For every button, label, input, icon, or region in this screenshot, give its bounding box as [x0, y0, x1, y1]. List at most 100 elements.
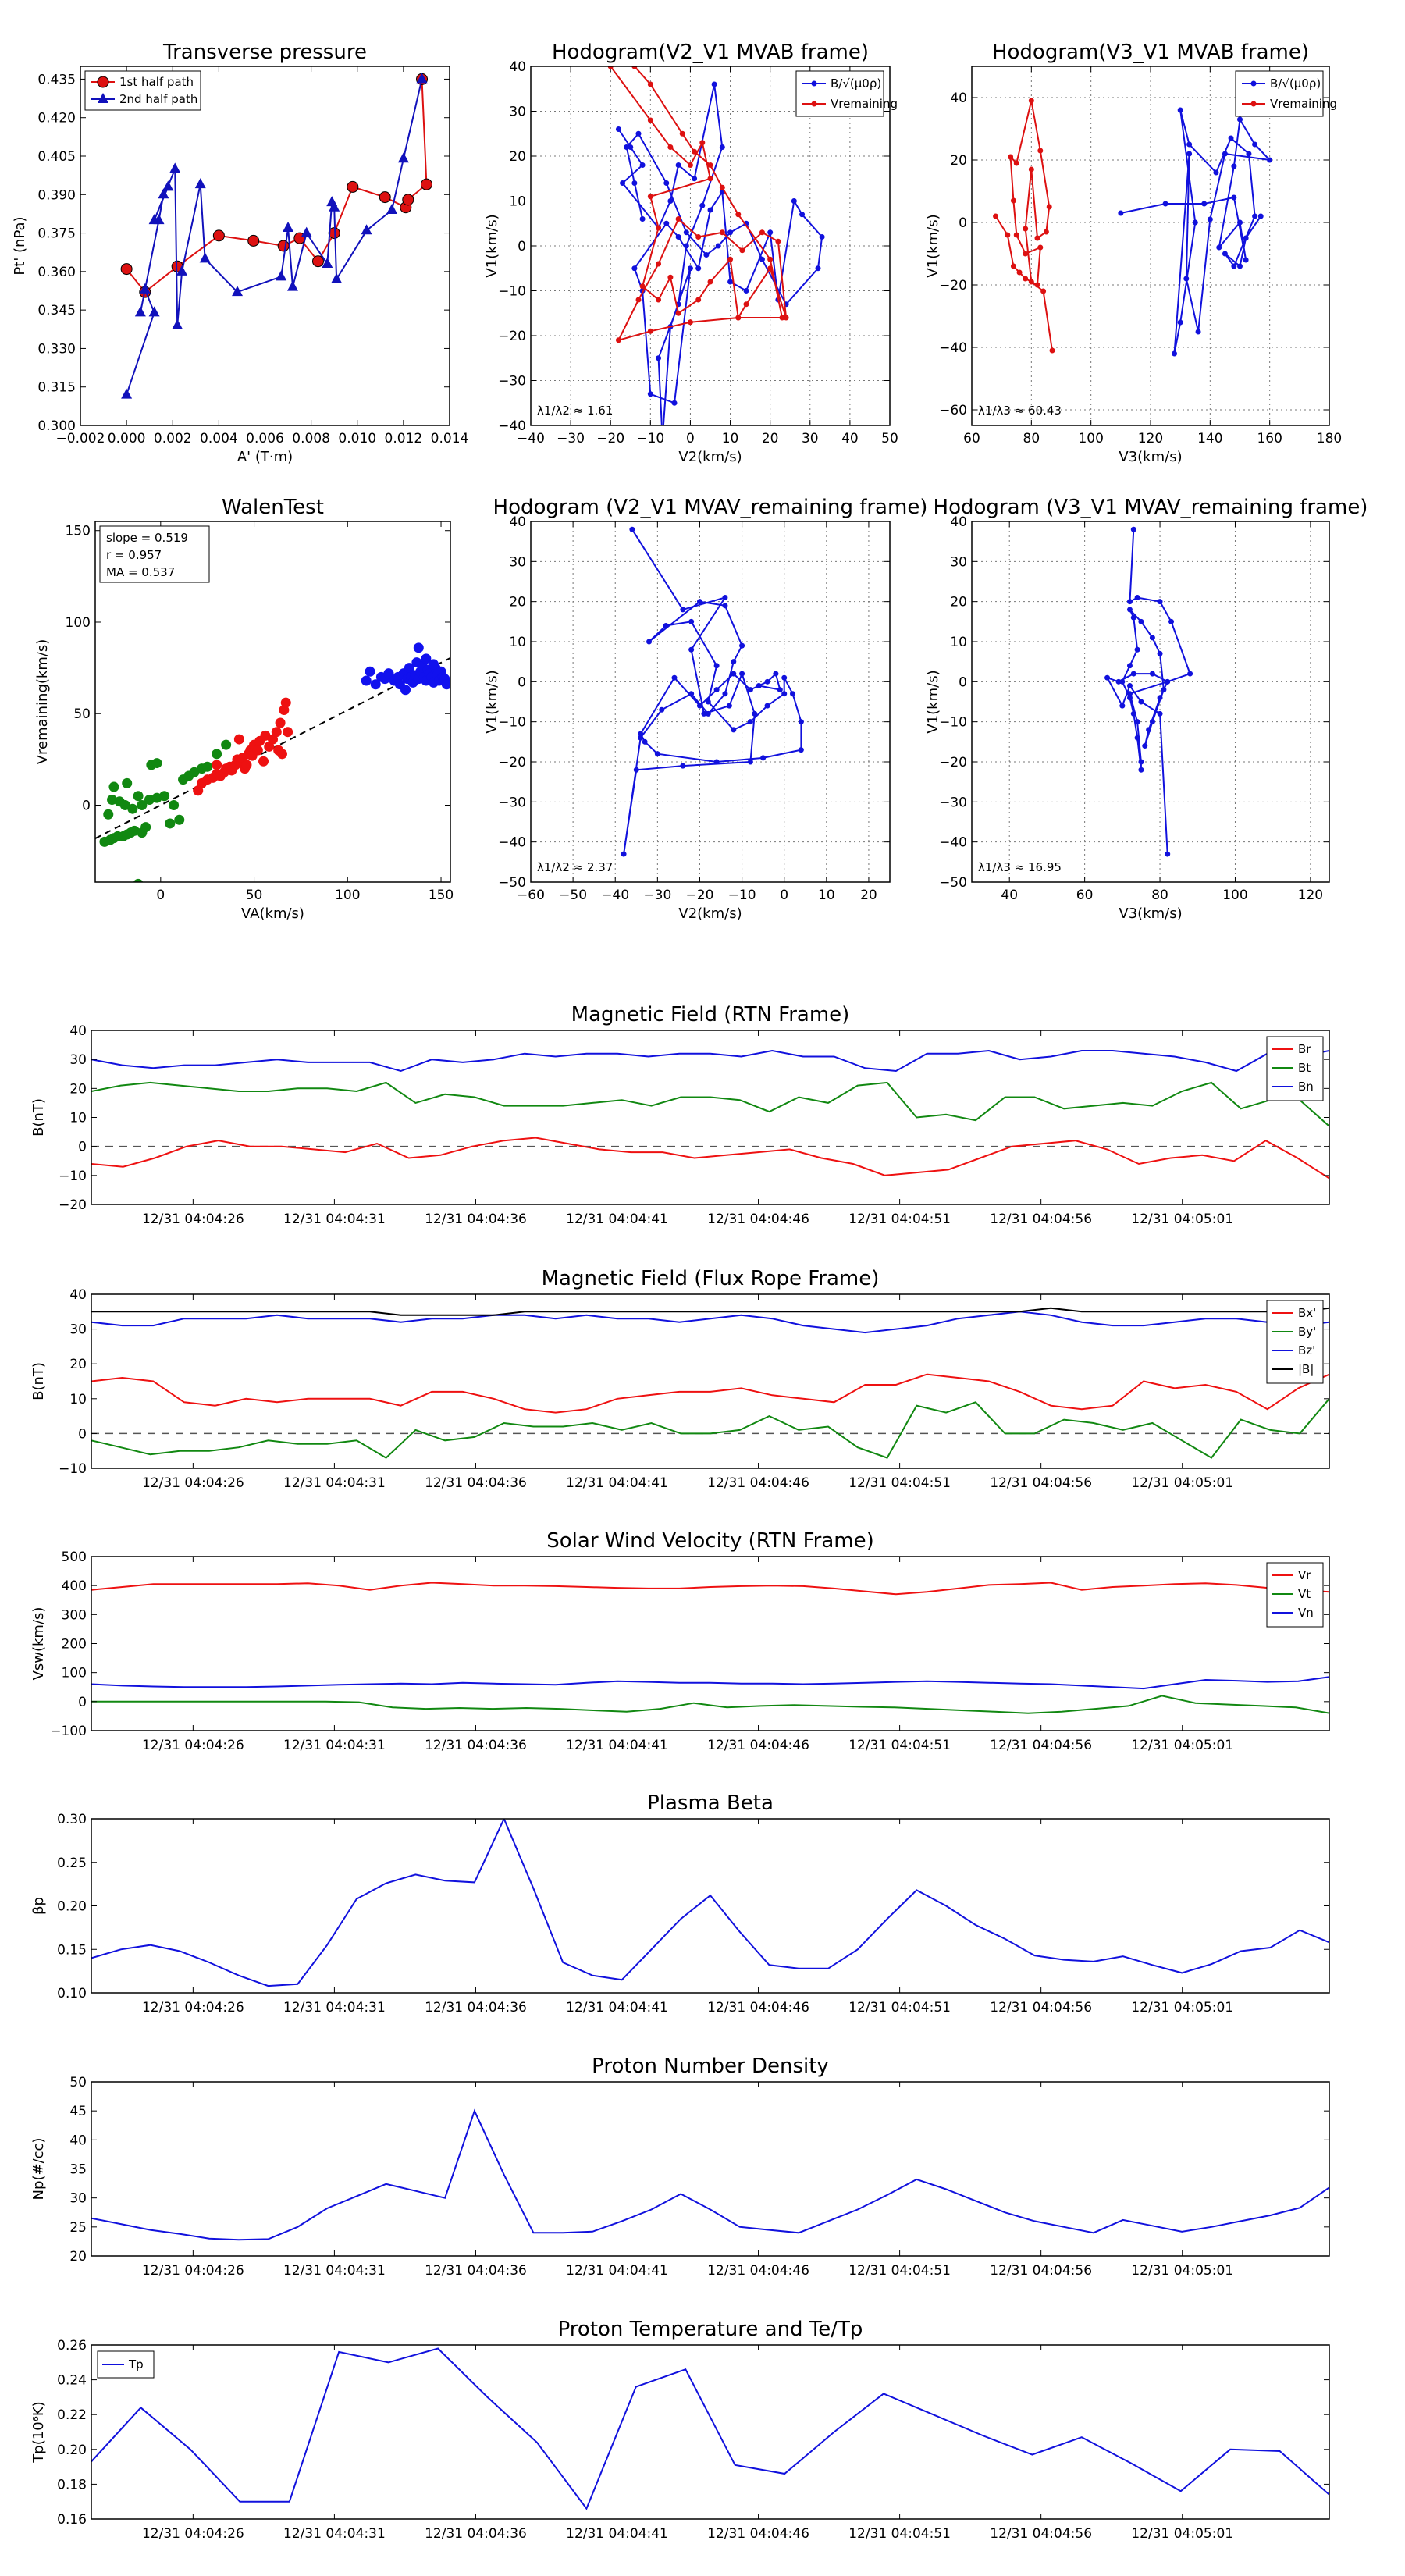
data-point	[1028, 166, 1034, 173]
x-tick-label: 12/31 04:04:36	[425, 1738, 527, 1753]
y-tick-label: −20	[939, 755, 967, 770]
legend-label: Vt	[1298, 1587, 1311, 1601]
data-point	[667, 198, 674, 204]
x-tick-label: 100	[335, 888, 360, 903]
data-point	[687, 265, 693, 272]
y-axis-label: V1(km/s)	[925, 214, 941, 277]
data-point	[140, 822, 151, 833]
data-point	[1231, 263, 1237, 269]
data-point	[671, 674, 678, 681]
data-point	[663, 180, 670, 186]
data-point	[621, 851, 627, 857]
data-point	[1149, 671, 1155, 677]
data-point	[1157, 710, 1163, 717]
data-point	[779, 315, 785, 321]
data-point	[1005, 232, 1011, 238]
data-point	[1162, 201, 1168, 207]
x-tick-label: 100	[1222, 888, 1247, 903]
data-point	[1138, 759, 1144, 765]
legend-label: B/√(μ0ρ)	[831, 76, 881, 91]
x-tick-label: 12/31 04:04:26	[142, 2263, 244, 2279]
stats-line: MA = 0.537	[106, 565, 175, 579]
data-point	[108, 781, 119, 792]
data-point	[361, 224, 372, 235]
y-tick-label: 20	[950, 153, 967, 169]
data-point	[767, 265, 774, 272]
data-point	[993, 213, 999, 219]
y-tick-label: 0.300	[37, 418, 76, 434]
x-tick-label: −20	[686, 888, 714, 903]
y-tick-label: 30	[69, 2191, 87, 2207]
x-tick-label: 12/31 04:04:46	[707, 1212, 809, 1227]
plot-frame	[971, 521, 1330, 883]
x-tick-label: 0.000	[108, 431, 146, 447]
x-tick-label: 12/31 04:04:41	[566, 2263, 668, 2279]
data-point	[1134, 719, 1140, 725]
legend-box	[795, 70, 884, 117]
x-tick-label: 12/31 04:04:56	[990, 1738, 1092, 1753]
y-tick-label: 0.345	[37, 303, 76, 318]
x-tick-label: 12/31 04:04:56	[990, 2526, 1092, 2542]
data-point	[169, 800, 180, 811]
series-line-br	[91, 1137, 1329, 1179]
data-point	[421, 653, 432, 664]
y-tick-label: −10	[498, 715, 526, 731]
data-point	[735, 315, 742, 321]
stats-line: r = 0.957	[106, 548, 162, 562]
y-tick-label: −10	[59, 1169, 87, 1184]
legend-label: Vr	[1298, 1568, 1311, 1582]
x-tick-label: 12/31 04:04:56	[990, 1212, 1092, 1227]
data-point	[647, 117, 653, 123]
data-point	[280, 697, 291, 708]
data-point	[386, 204, 398, 214]
data-point	[277, 240, 290, 252]
data-point	[1213, 169, 1219, 176]
x-tick-label: 40	[1001, 888, 1018, 903]
x-tick-label: 140	[1197, 431, 1222, 447]
y-tick-label: 40	[69, 1023, 87, 1039]
x-tick-label: 12/31 04:04:36	[425, 2526, 527, 2542]
x-tick-label: 12/31 04:04:26	[142, 2526, 244, 2542]
data-point	[1172, 350, 1178, 357]
legend: B/√(μ0ρ) Vremaining	[795, 70, 898, 117]
data-point	[404, 663, 414, 674]
y-tick-label: −30	[939, 795, 967, 810]
data-point	[1010, 197, 1016, 204]
x-tick-label: 12/31 04:04:46	[707, 1738, 809, 1753]
data-point	[727, 256, 734, 262]
x-tick-label: 20	[762, 431, 779, 447]
y-axis-label: Np(#/cc)	[30, 2138, 47, 2201]
y-axis-label: V1(km/s)	[925, 670, 941, 733]
data-point	[639, 216, 646, 222]
series-line	[1120, 109, 1272, 354]
data-point	[1023, 251, 1029, 257]
data-point	[402, 194, 414, 206]
data-point	[1010, 263, 1016, 269]
x-tick-label: 12/31 04:04:31	[283, 2526, 386, 2542]
data-point	[1138, 699, 1144, 705]
plot-frame	[91, 2344, 1330, 2520]
data-point	[271, 727, 282, 738]
x-tick-label: 12/31 04:04:36	[425, 1475, 527, 1491]
data-point	[764, 678, 770, 685]
data-point	[194, 178, 206, 189]
x-tick-label: 0.002	[154, 431, 192, 447]
data-point	[162, 180, 174, 191]
data-point	[1161, 687, 1167, 693]
legend-label: B/√(μ0ρ)	[1270, 76, 1321, 91]
stats-frame	[99, 525, 210, 583]
data-point	[221, 739, 232, 750]
data-point	[719, 184, 725, 190]
x-tick-label: 12/31 04:04:56	[990, 1475, 1092, 1491]
data-point	[1138, 618, 1144, 624]
data-point	[629, 526, 635, 532]
data-point	[719, 144, 725, 150]
y-tick-label: 0	[78, 1140, 87, 1155]
y-tick-label: −30	[498, 795, 526, 810]
data-point	[420, 178, 432, 190]
y-tick-label: −20	[59, 1197, 87, 1213]
x-tick-label: 50	[881, 431, 898, 447]
data-point	[1252, 213, 1258, 219]
y-tick-label: 0	[78, 1426, 87, 1442]
data-point	[696, 703, 702, 709]
